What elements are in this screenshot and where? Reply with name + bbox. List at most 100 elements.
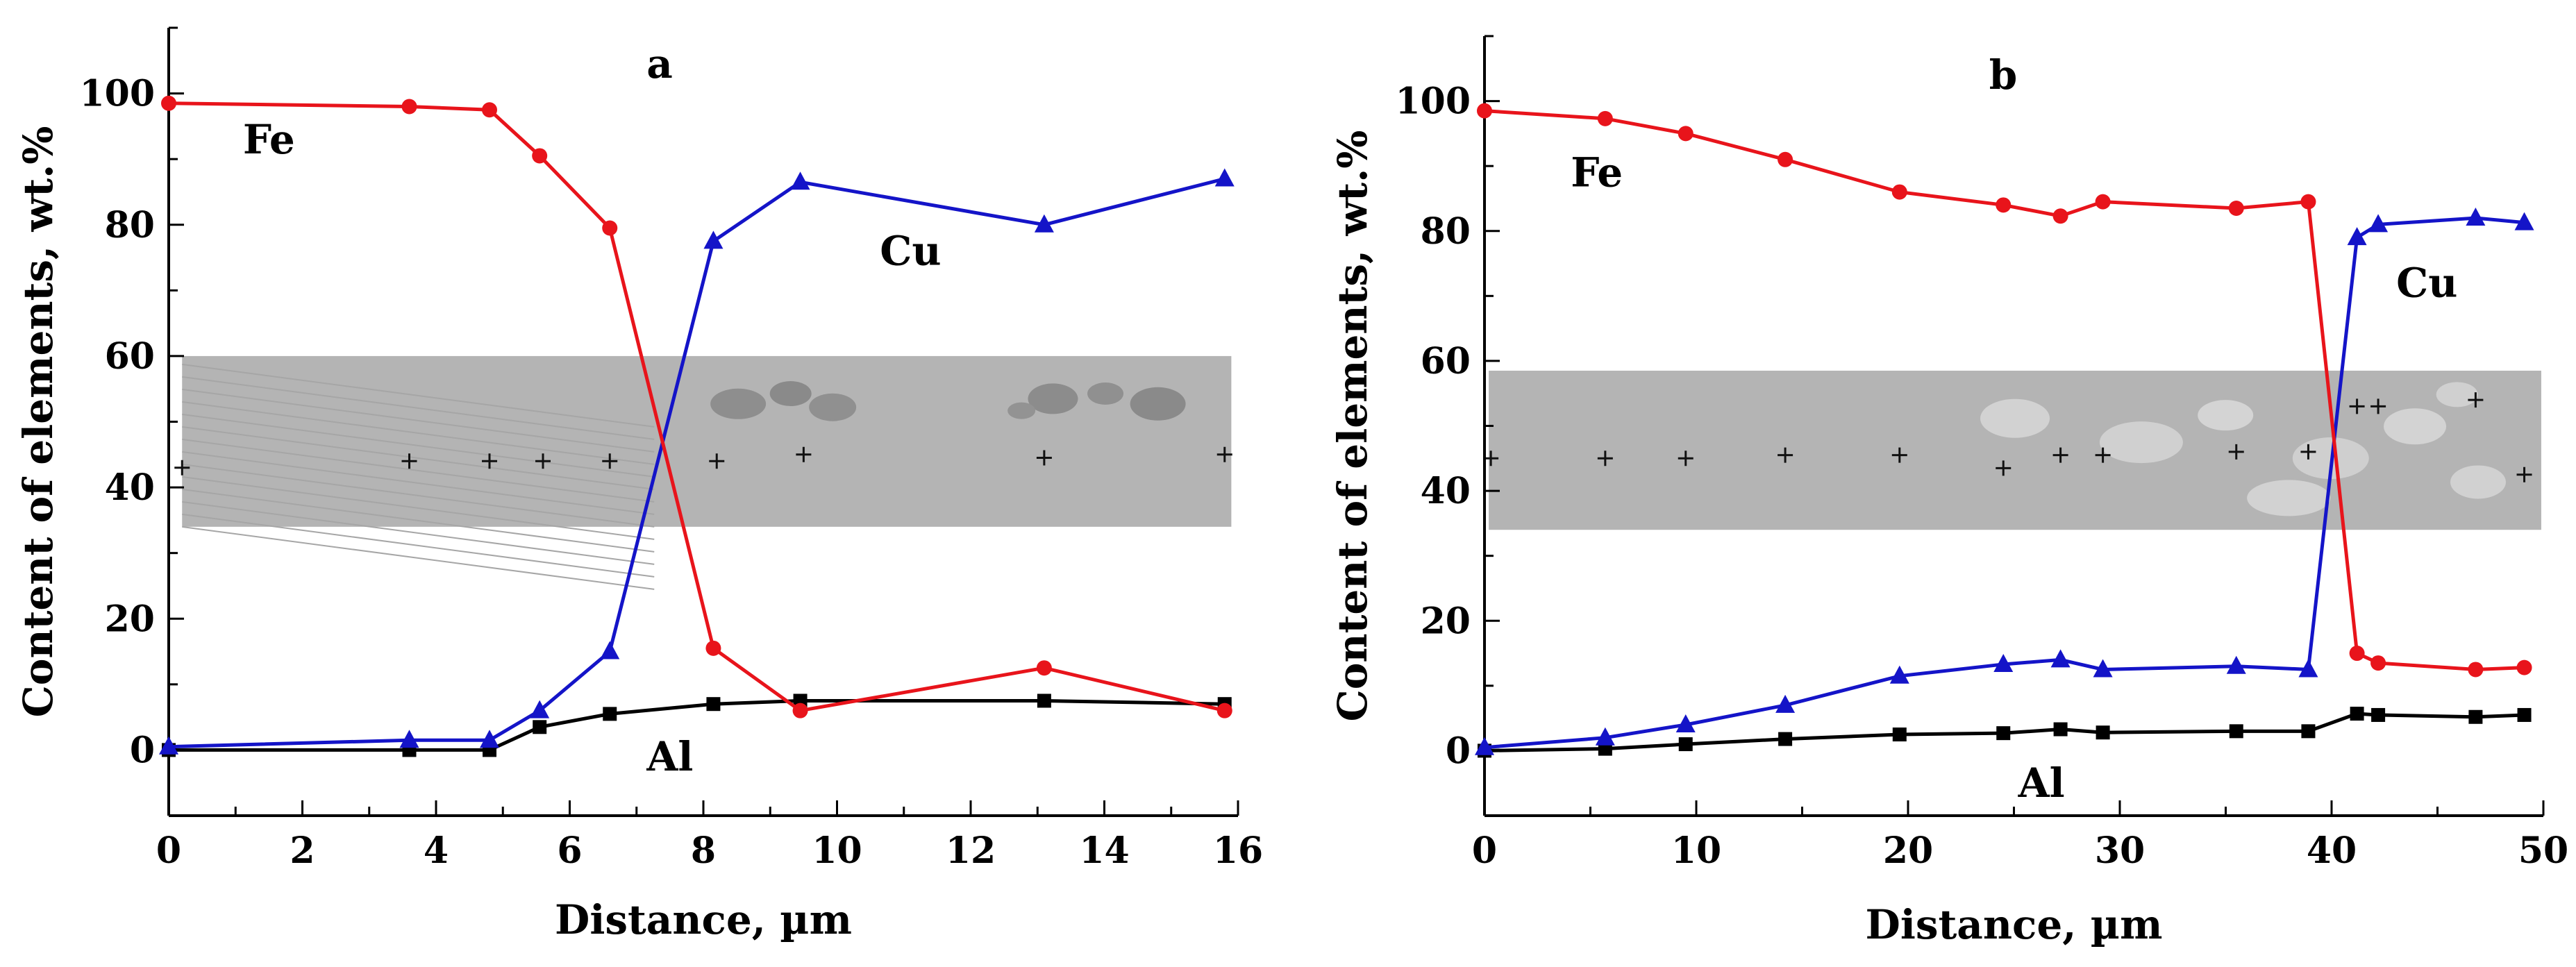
- data-point-cu: [1214, 168, 1235, 187]
- x-tick-label: 14: [1079, 830, 1129, 872]
- inset-measurement-cross: [401, 453, 417, 469]
- y-tick-label: 0: [130, 729, 155, 771]
- data-point-cu: [1034, 214, 1054, 233]
- data-point-al: [533, 720, 547, 734]
- x-axis-title: Distance, µm: [555, 896, 852, 943]
- inset-phase-region: [1028, 383, 1078, 414]
- data-point-fe: [161, 95, 176, 111]
- y-tick-label: 40: [1421, 470, 1471, 512]
- data-point-al: [1892, 728, 1907, 742]
- data-point-al: [2468, 709, 2483, 724]
- inset-phase-region: [2198, 400, 2254, 431]
- inset-measurement-cross: [1678, 451, 1693, 466]
- y-axis-title: Content of elements, wt.%: [1329, 131, 1376, 722]
- data-point-al: [2371, 707, 2386, 722]
- x-tick-label: 10: [812, 830, 862, 872]
- series-fe: [161, 95, 1232, 718]
- inset-scratch: [182, 525, 655, 590]
- y-tick-label: 0: [1446, 730, 1471, 772]
- series-label-al: Al: [2018, 759, 2065, 807]
- inset-phase-region: [2436, 382, 2478, 407]
- inset-measurement-cross: [2228, 444, 2244, 460]
- data-point-cu: [2093, 659, 2113, 678]
- series-al: [1478, 707, 2532, 758]
- x-tick-label: 12: [946, 830, 996, 872]
- data-point-cu: [703, 230, 724, 249]
- inset-scratch: [182, 463, 655, 528]
- x-tick-label: 6: [557, 830, 582, 872]
- inset-phase-region: [809, 393, 857, 421]
- y-tick-label: 20: [1421, 600, 1471, 642]
- x-tick-label: 40: [2307, 830, 2357, 872]
- data-point-al: [2229, 724, 2243, 739]
- inset-phase-region: [1980, 398, 2050, 438]
- y-tick-label: 100: [79, 73, 155, 115]
- y-tick-label: 80: [1421, 210, 1471, 253]
- data-point-cu: [1675, 714, 1696, 732]
- inset-phase-region: [2099, 421, 2183, 464]
- chart-panel-b: 0 20 40 60 80 100 0 10 20 30 40 50 Distance, µm Conte…: [1329, 35, 2568, 948]
- inset-phase-region: [2384, 408, 2447, 445]
- data-point-cu: [2466, 208, 2486, 226]
- data-point-cu: [2050, 649, 2071, 668]
- data-point-cu: [399, 730, 419, 748]
- data-point-fe: [532, 148, 548, 164]
- inset-phase-region: [710, 388, 767, 419]
- x-tick-label: 8: [691, 830, 716, 872]
- x-tick-label: 50: [2518, 830, 2568, 872]
- data-point-fe: [1891, 184, 1907, 200]
- data-point-cu: [1775, 694, 1796, 713]
- data-point-al: [1778, 732, 1793, 746]
- data-point-fe: [2228, 200, 2244, 216]
- data-point-cu: [2368, 214, 2389, 233]
- inset-scratch: [182, 501, 655, 565]
- data-point-cu: [1993, 653, 2014, 672]
- series-fe: [1477, 103, 2532, 678]
- series-cu: [1475, 208, 2534, 755]
- x-tick-label: 0: [1472, 830, 1497, 872]
- data-point-al: [2053, 722, 2068, 737]
- inset-scratch: [182, 426, 655, 490]
- data-point-cu: [790, 171, 810, 190]
- y-tick-label: 20: [105, 598, 155, 640]
- data-point-fe: [1678, 126, 1693, 142]
- series-label-cu: Cu: [2396, 260, 2457, 307]
- data-point-cu: [530, 700, 550, 718]
- inset-phase-region: [2247, 480, 2331, 516]
- inset-measurement-cross: [1778, 447, 1793, 463]
- series-cu: [159, 168, 1235, 755]
- inset-measurement-cross: [2468, 392, 2484, 408]
- inset-measurement-cross: [482, 453, 497, 469]
- x-tick-label: 4: [424, 830, 449, 872]
- inset-phase-region: [2450, 465, 2506, 499]
- data-point-al: [2517, 707, 2532, 722]
- data-point-cu: [480, 730, 499, 748]
- x-tick-label: 10: [1671, 830, 1721, 872]
- inset-scratch: [182, 376, 655, 440]
- data-point-cu: [600, 641, 620, 659]
- inset-phase-region: [1007, 402, 1036, 419]
- chart-panel-a: 0 20 40 60 80 100 0 2 4 6 8 10 12 14 16 Distance, µm Con…: [15, 26, 1263, 943]
- y-tick-label: 60: [1421, 340, 1471, 382]
- data-point-cu: [2514, 212, 2534, 230]
- data-point-al: [1037, 693, 1051, 708]
- inset-measurement-cross: [1597, 451, 1613, 466]
- y-tick-label: 60: [105, 335, 155, 378]
- data-point-al: [2096, 725, 2110, 740]
- data-point-fe: [792, 703, 808, 718]
- x-tick-label: 20: [1883, 830, 1933, 872]
- data-point-fe: [1778, 151, 1793, 167]
- inset-scratch: [182, 388, 655, 453]
- data-point-al: [1996, 726, 2011, 741]
- data-point-fe: [2468, 662, 2484, 678]
- y-tick-label: 80: [105, 204, 155, 246]
- data-point-fe: [1597, 110, 1613, 126]
- inset-phase-region: [1130, 387, 1186, 421]
- x-tick-label: 16: [1213, 830, 1263, 872]
- inset-measurement-cross: [796, 446, 812, 462]
- series-al: [162, 693, 1232, 757]
- inset-scratch: [182, 401, 655, 465]
- inset-measurement-cross: [602, 453, 618, 469]
- inset-scratch: [182, 438, 655, 503]
- inset-measurement-cross: [174, 460, 190, 476]
